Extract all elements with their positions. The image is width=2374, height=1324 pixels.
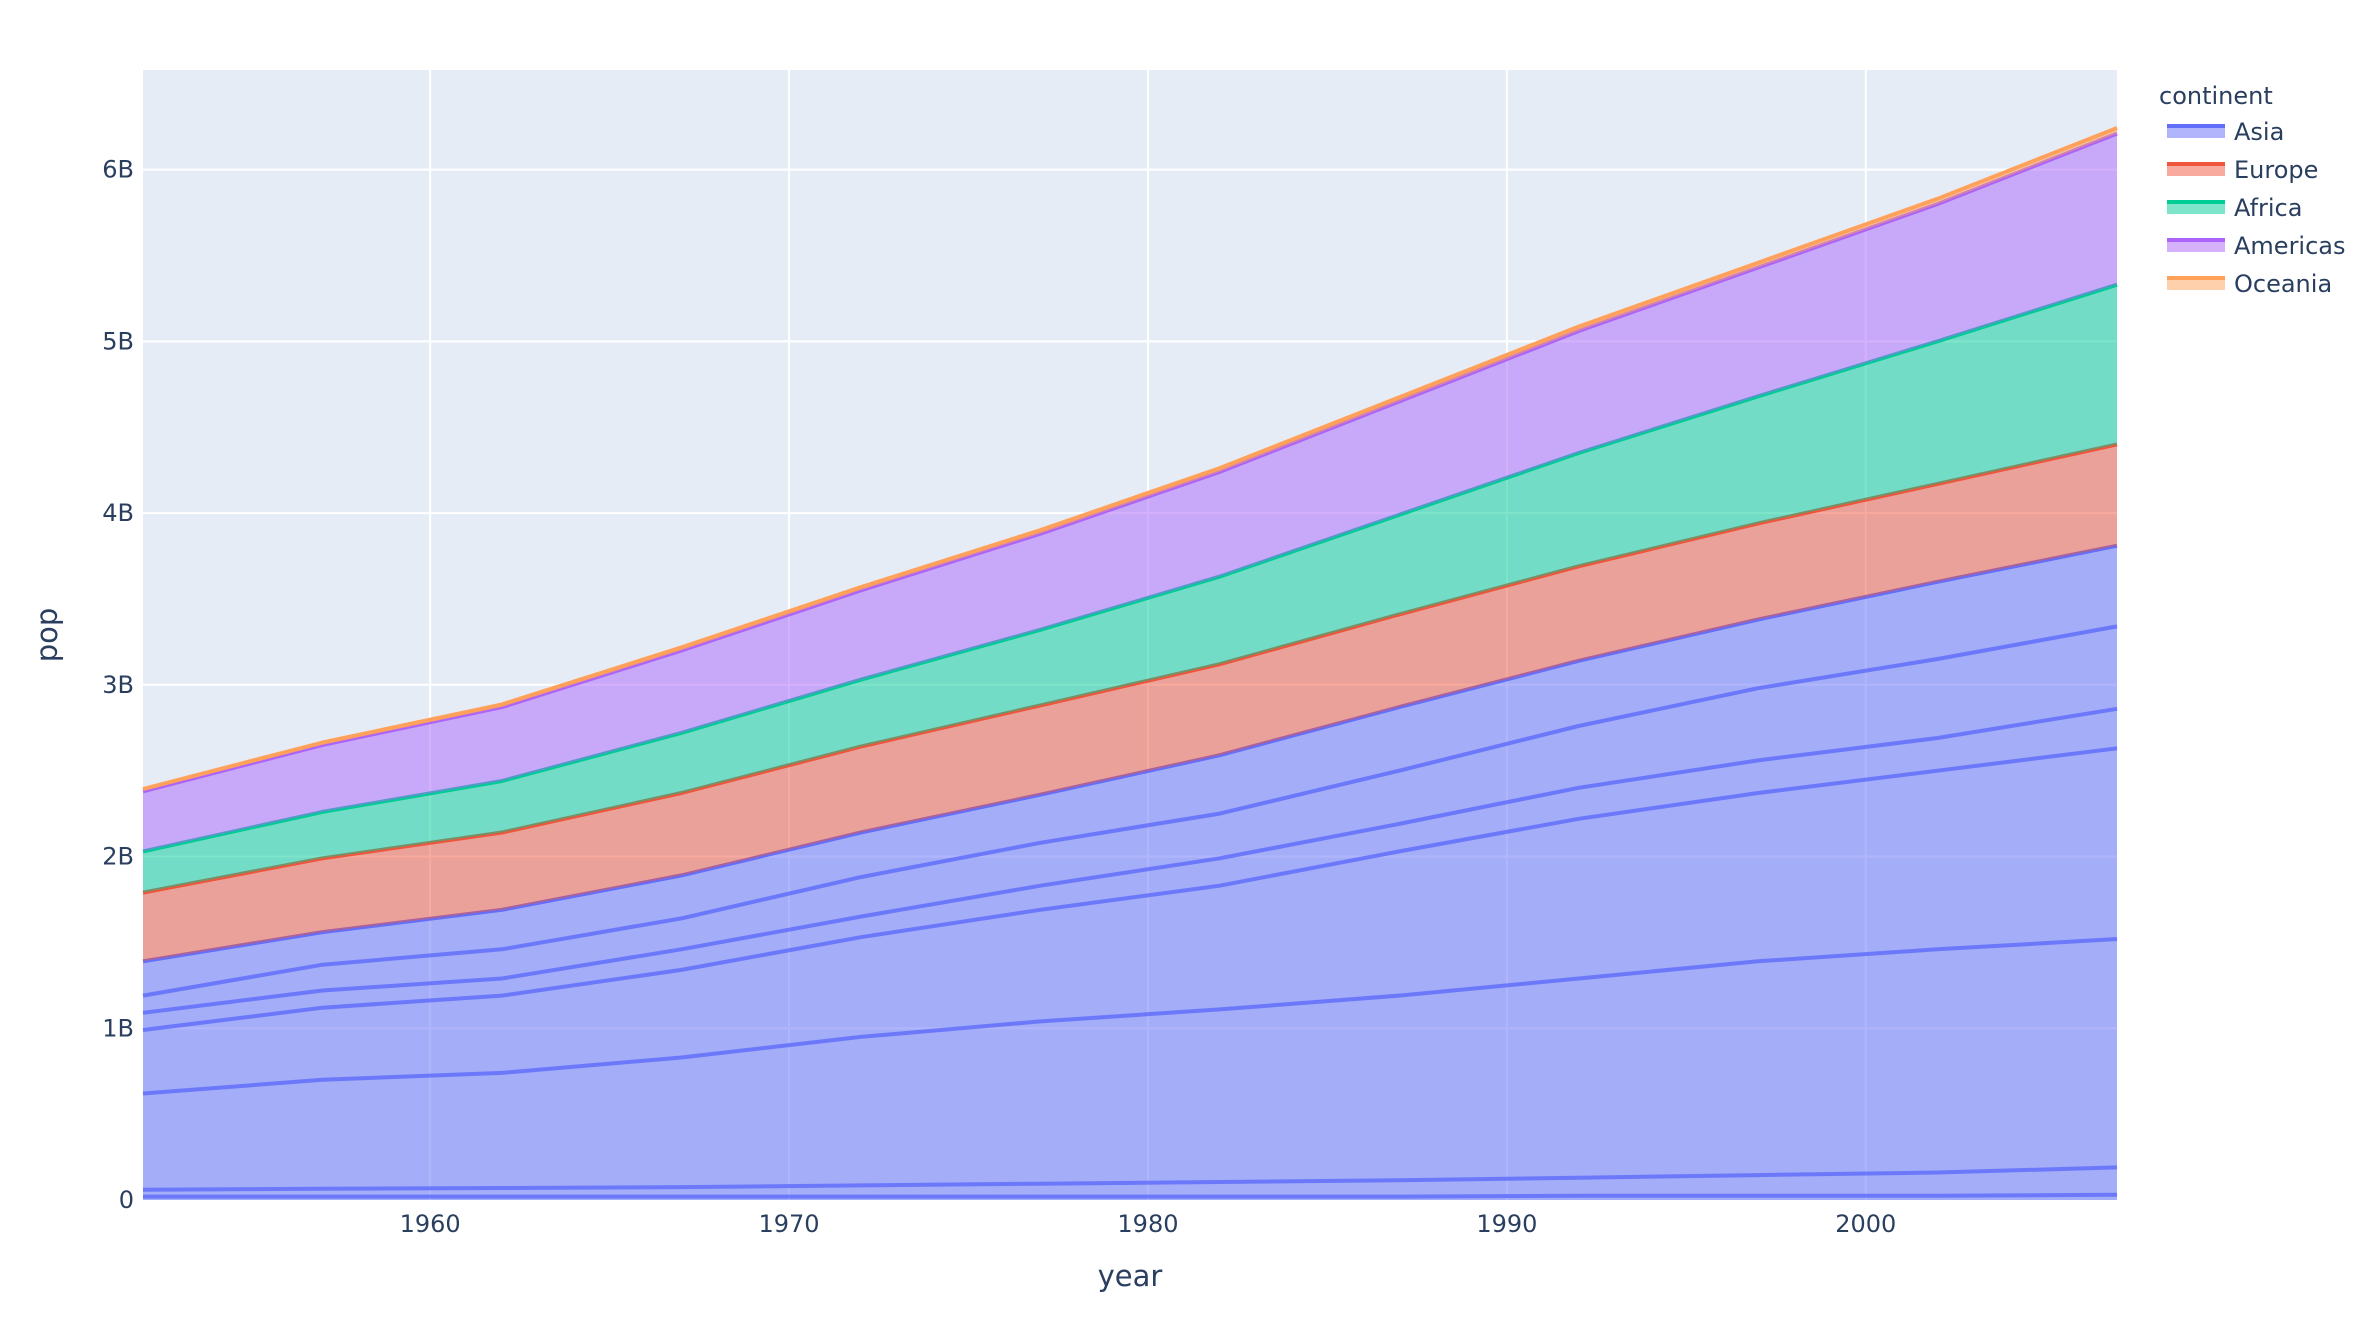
y-axis-title: pop	[30, 608, 64, 663]
area-asia-trace[interactable]	[142, 624, 2118, 998]
area-oceania-line[interactable]	[142, 126, 2118, 791]
x-axis-title: year	[1098, 1259, 1163, 1293]
x-tick-label: 2000	[1835, 1210, 1896, 1238]
area-asia-trace[interactable]	[142, 746, 2118, 1032]
y-tick-label: 0	[119, 1186, 134, 1214]
legend-swatch	[2167, 202, 2225, 214]
x-tick-label: 1980	[1117, 1210, 1178, 1238]
legend-swatch	[2167, 240, 2225, 252]
y-tick-label: 3B	[102, 671, 134, 699]
x-axis-ticks: 1960 1970 1980 1990 2000	[400, 1210, 1897, 1238]
y-axis-ticks: 0 1B 2B 3B 4B 5B 6B	[102, 156, 134, 1214]
x-tick-label: 1990	[1476, 1210, 1537, 1238]
y-tick-label: 5B	[102, 327, 134, 355]
area-asia-trace[interactable]	[142, 937, 2118, 1096]
legend-item-americas[interactable]: Americas	[2167, 232, 2346, 260]
legend-item-oceania[interactable]: Oceania	[2167, 270, 2332, 298]
area-europe[interactable]	[143, 444, 2117, 962]
legend-item-europe[interactable]: Europe	[2167, 156, 2318, 184]
y-tick-label: 1B	[102, 1014, 134, 1042]
x-tick-label: 1960	[400, 1210, 461, 1238]
y-tick-label: 6B	[102, 156, 134, 184]
area-series	[142, 126, 2118, 1200]
legend-title: continent	[2159, 82, 2273, 110]
legend-label: Asia	[2234, 118, 2284, 146]
legend-label: Europe	[2234, 156, 2318, 184]
y-tick-label: 4B	[102, 499, 134, 527]
legend-swatch	[2167, 126, 2225, 138]
area-asia-trace[interactable]	[142, 706, 2118, 1015]
area-asia-trace[interactable]	[143, 1192, 2118, 1199]
legend-label: Africa	[2234, 194, 2302, 222]
legend-item-asia[interactable]: Asia	[2167, 118, 2284, 146]
area-africa[interactable]	[143, 284, 2117, 893]
x-tick-label: 1970	[758, 1210, 819, 1238]
area-americas[interactable]	[143, 133, 2117, 852]
legend-label: Americas	[2234, 232, 2346, 260]
legend-label: Oceania	[2234, 270, 2332, 298]
legend-item-africa[interactable]: Africa	[2167, 194, 2302, 222]
y-tick-label: 2B	[102, 843, 134, 871]
legend-swatch	[2167, 164, 2225, 176]
area-asia-trace[interactable]	[142, 1165, 2118, 1192]
legend[interactable]: Asia Europe Africa Americas Oceania	[2167, 118, 2346, 298]
legend-swatch	[2167, 278, 2225, 290]
